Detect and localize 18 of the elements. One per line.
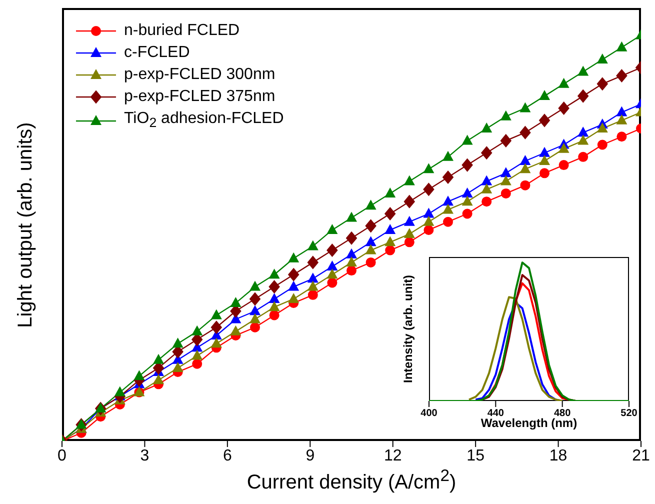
y-axis-title: Light output (arb. units) bbox=[14, 122, 38, 328]
x-tick-label: 9 bbox=[306, 447, 315, 464]
x-tick-label: 400 bbox=[420, 408, 438, 420]
x-tick-label: 12 bbox=[384, 447, 402, 464]
legend-label: n-buried FCLED bbox=[124, 21, 240, 41]
y-axis-title: Intensity (arb. unit) bbox=[401, 275, 415, 383]
x-tick-label: 0 bbox=[58, 447, 67, 464]
legend-label: c-FCLED bbox=[124, 43, 190, 63]
x-tick-label: 3 bbox=[140, 447, 150, 464]
x-axis-title: Current density (A/cm$^{2}$) bbox=[246, 466, 458, 495]
legend-label: p-exp-FCLED 300nm bbox=[124, 65, 276, 85]
x-tick-label: 21 bbox=[632, 447, 650, 464]
x-tick-label: 6 bbox=[222, 447, 232, 464]
x-tick-label: 15 bbox=[466, 447, 485, 464]
x-tick-label: 520 bbox=[620, 408, 638, 420]
legend-label: TiO$_{2}$ adhesion-FCLED bbox=[124, 109, 284, 132]
legend-label: p-exp-FCLED 375nm bbox=[124, 87, 276, 107]
x-tick-label: 18 bbox=[549, 447, 568, 464]
